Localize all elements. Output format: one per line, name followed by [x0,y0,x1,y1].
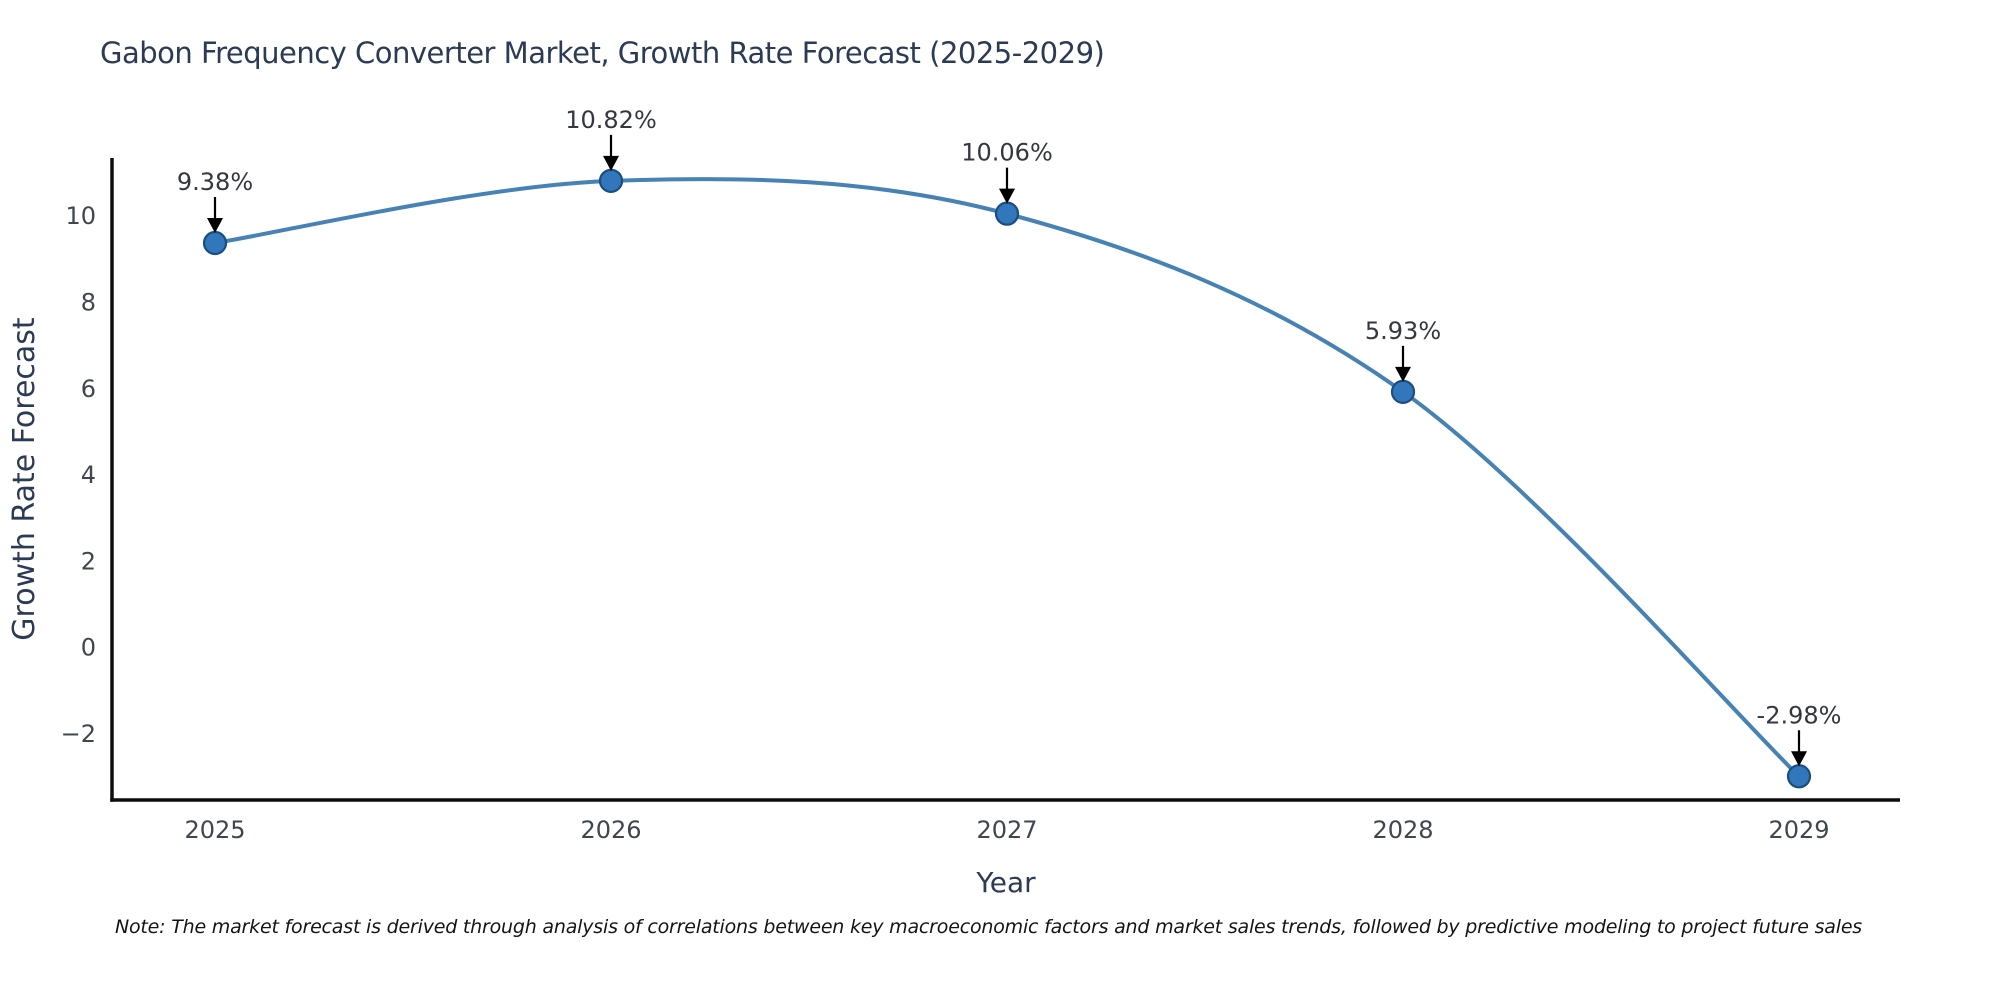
y-tick-label: 8 [81,289,96,317]
trend-line [213,177,1801,779]
annotation-label: 10.06% [961,139,1053,167]
x-tick-label: 2028 [1372,816,1433,844]
data-point-2027[interactable] [994,201,1020,226]
annotation-arrowhead [999,188,1015,204]
annotation-arrowhead [1791,751,1807,767]
annotation-arrowhead [1395,366,1411,382]
y-tick-label: 0 [81,634,96,662]
x-tick-label: 2026 [580,816,641,844]
y-tick-label: 2 [81,547,96,575]
data-point-2025[interactable] [202,230,228,256]
y-tick-label: 4 [81,461,96,489]
annotation-arrowhead [603,155,619,171]
x-tick-label: 2027 [976,816,1037,844]
y-tick-label: 6 [81,375,96,403]
x-tick-label: 2029 [1768,816,1829,844]
annotation-arrowhead [207,217,223,233]
x-tick-label: 2025 [184,816,245,844]
data-point-2028[interactable] [1390,379,1416,404]
x-axis-title: Year [975,866,1036,899]
footnote: Note: The market forecast is derived thr… [115,916,1863,938]
annotation-label: 5.93% [1365,317,1441,345]
y-axis-title: Growth Rate Forecast [7,317,42,641]
data-point-2026[interactable] [598,168,624,193]
y-tick-label: 10 [65,202,96,230]
annotation-label: -2.98% [1757,701,1842,729]
y-tick-label: −2 [61,720,96,748]
annotation-label: 9.38% [177,168,253,196]
data-point-2029[interactable] [1786,764,1812,789]
chart-title: Gabon Frequency Converter Market, Growth… [100,36,1105,70]
annotation-label: 10.82% [565,106,657,134]
